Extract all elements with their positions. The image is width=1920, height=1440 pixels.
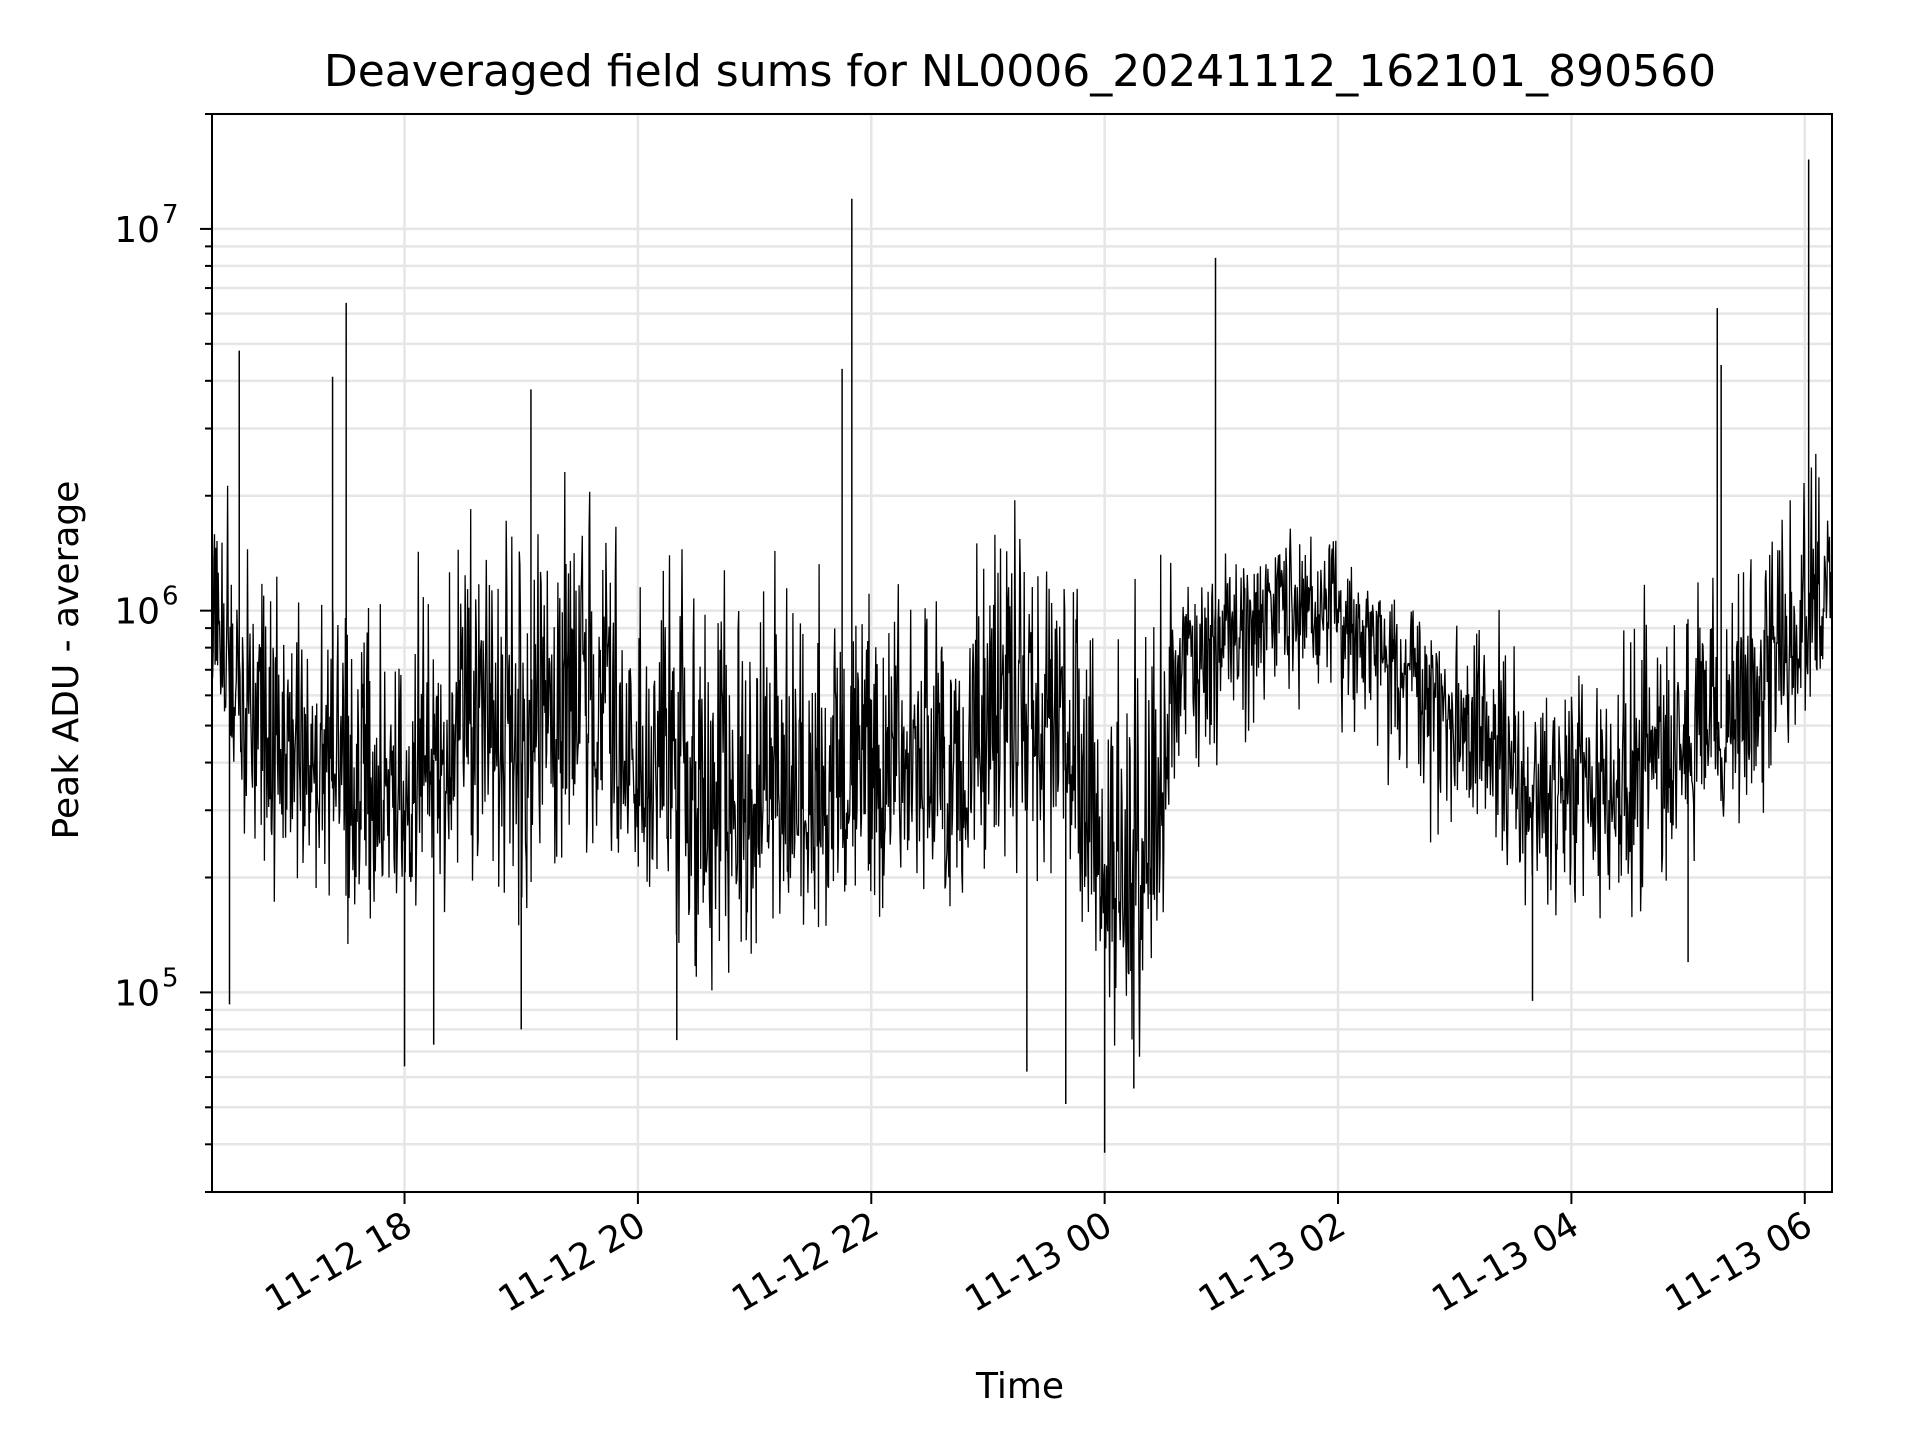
x-axis-label: Time — [975, 1366, 1064, 1407]
y-tick-label: 10 — [114, 973, 160, 1014]
chart-title: Deaveraged field sums for NL0006_2024111… — [324, 46, 1716, 97]
data-layer — [211, 159, 1833, 1153]
series-line — [211, 453, 1833, 1057]
y-axis-label: Peak ADU - average — [46, 481, 87, 840]
y-tick-label: 10 — [114, 592, 160, 633]
y-tick-exponent: 7 — [162, 200, 179, 230]
axes-frame — [211, 113, 1833, 1193]
y-tick-exponent: 5 — [162, 963, 179, 993]
y-tick-label: 10 — [114, 210, 160, 251]
y-tick-exponent: 6 — [162, 582, 179, 612]
